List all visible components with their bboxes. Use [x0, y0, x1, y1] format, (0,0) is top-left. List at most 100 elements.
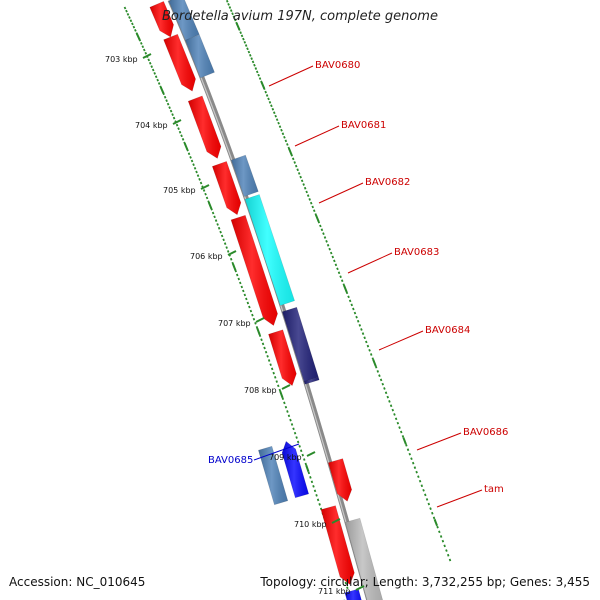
- tick-mark: [186, 148, 189, 152]
- tick-mark: [413, 466, 417, 469]
- tick-mark: [243, 293, 247, 297]
- tick-mark: [225, 0, 229, 3]
- tick-mark: [316, 498, 320, 502]
- tick-mark: [236, 273, 239, 277]
- gene-labels: BAV0680 BAV0681 BAV0682 BAV0683 BAV0684 BAV06…: [208, 60, 508, 508]
- tick-mark: [210, 207, 213, 211]
- kbp-tick: [172, 119, 182, 125]
- tick-mark: [326, 243, 330, 247]
- kbp-label: 711 kbp: [318, 587, 351, 596]
- tick-mark: [304, 462, 308, 466]
- tick-mark: [438, 530, 441, 534]
- tick-mark: [303, 458, 306, 461]
- tick-mark: [240, 285, 244, 289]
- tick-mark: [227, 3, 230, 6]
- tick-mark: [131, 22, 134, 26]
- tick-mark: [391, 408, 395, 412]
- tick-mark: [313, 489, 317, 493]
- tick-mark: [270, 104, 273, 108]
- feature-block: [230, 154, 259, 197]
- tick-mark: [331, 255, 335, 259]
- feature-arrow: [320, 505, 355, 585]
- kbp-label: 703 kbp: [105, 55, 138, 64]
- tick-mark: [249, 309, 253, 313]
- tick-mark: [323, 236, 327, 239]
- gene-label-bav0681: BAV0681: [341, 120, 386, 131]
- gene-label-bav0682: BAV0682: [365, 177, 410, 188]
- tick-mark: [258, 334, 262, 337]
- tick-mark: [219, 230, 222, 234]
- tick-mark: [132, 25, 136, 29]
- tick-mark: [192, 163, 195, 167]
- tick-mark: [433, 518, 438, 527]
- tick-mark: [439, 535, 443, 538]
- tick-mark: [348, 299, 352, 303]
- tick-mark: [427, 502, 431, 506]
- tick-mark: [310, 480, 314, 484]
- kbp-label: 709 kbp: [269, 453, 302, 462]
- feature-track: [149, 0, 383, 600]
- tick-mark: [263, 346, 266, 350]
- tick-mark: [140, 42, 143, 45]
- feature-arrow: [344, 588, 362, 600]
- feature-block: [258, 445, 289, 506]
- tick-mark: [195, 170, 198, 174]
- tick-mark: [431, 511, 434, 515]
- label-leader-line: [416, 432, 462, 451]
- tick-mark: [260, 81, 266, 89]
- tick-mark: [352, 307, 355, 311]
- tick-mark: [134, 29, 137, 32]
- tick-mark: [273, 111, 276, 115]
- tick-mark: [267, 97, 270, 101]
- tick-mark: [446, 553, 450, 557]
- tick-mark: [425, 498, 429, 501]
- tick-mark: [271, 107, 275, 111]
- tick-mark: [365, 340, 368, 344]
- tick-mark: [159, 86, 165, 94]
- tick-mark: [345, 291, 349, 295]
- tick-mark: [389, 404, 393, 408]
- tick-mark: [429, 507, 432, 510]
- tick-mark: [358, 324, 362, 327]
- label-leader-line: [268, 65, 314, 87]
- tick-mark: [333, 259, 336, 263]
- tick-mark: [250, 57, 253, 60]
- tick-mark: [177, 127, 180, 131]
- tick-mark: [205, 196, 209, 200]
- kbp-label: 707 kbp: [218, 319, 251, 328]
- tick-mark: [245, 297, 248, 301]
- tick-mark: [342, 283, 346, 287]
- feature-arrow: [230, 214, 278, 326]
- tick-mark: [343, 285, 348, 293]
- tick-mark: [410, 457, 413, 461]
- tick-mark: [401, 435, 405, 438]
- kbp-label: 706 kbp: [190, 252, 223, 261]
- tick-mark: [181, 137, 185, 141]
- tick-mark: [383, 387, 386, 390]
- gene-label-bav0686: BAV0686: [463, 427, 508, 438]
- kbp-label: 705 kbp: [163, 186, 196, 195]
- feature-arrow: [327, 458, 353, 502]
- tick-mark: [422, 488, 425, 492]
- tick-mark: [266, 354, 269, 358]
- tick-mark: [228, 6, 232, 9]
- kbp-tick: [331, 518, 341, 524]
- tick-mark: [277, 384, 280, 388]
- tick-mark: [225, 246, 228, 249]
- tick-mark: [156, 78, 159, 82]
- tick-mark: [353, 311, 357, 315]
- tick-mark: [162, 92, 165, 96]
- tick-mark: [275, 380, 278, 383]
- tick-mark: [269, 363, 272, 367]
- tick-mark: [223, 242, 227, 246]
- tick-mark: [293, 431, 297, 435]
- tick-mark: [415, 470, 418, 474]
- feature-arrow: [211, 161, 242, 216]
- tick-mark: [255, 326, 259, 329]
- kbp-tick: [227, 250, 237, 256]
- tick-mark: [445, 549, 448, 552]
- tick-mark: [135, 33, 141, 41]
- tick-mark: [274, 114, 277, 118]
- tick-mark: [336, 267, 339, 271]
- tick-mark: [153, 71, 156, 75]
